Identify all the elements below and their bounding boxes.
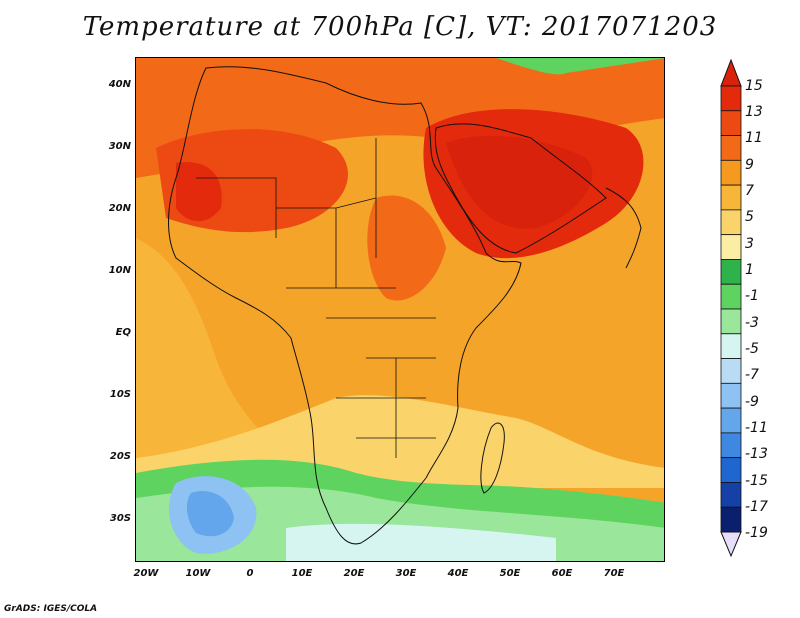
lat-label-30n: 30N (108, 141, 131, 152)
colorbar-cell (720, 184, 742, 211)
lat-label-40n: 40N (108, 79, 131, 90)
temperature-map (135, 57, 665, 562)
colorbar-label-neg19: -19 (745, 525, 768, 541)
madagascar (480, 422, 505, 494)
colorbar-label-3: 3 (745, 236, 754, 252)
lon-label-10w: 10W (185, 568, 211, 579)
lon-label-10e: 10E (291, 568, 313, 579)
colorbar-label-1: 1 (745, 262, 754, 278)
lat-label-20n: 20N (108, 203, 131, 214)
colorbar-cell (720, 135, 742, 161)
colorbar-cell (720, 333, 742, 359)
lat-label-30s: 30S (109, 513, 131, 524)
lon-label-0: 0 (246, 568, 254, 579)
colorbar-cell (720, 259, 742, 285)
africa-coastline (168, 66, 522, 545)
colorbar-cell (720, 382, 742, 409)
lon-label-40e: 40E (447, 568, 469, 579)
lat-label-20s: 20S (109, 451, 131, 462)
colorbar-label-7: 7 (745, 183, 754, 199)
colorbar-cell (720, 159, 742, 186)
lon-label-30e: 30E (395, 568, 417, 579)
colorbar-bottom-arrow (720, 531, 742, 558)
colorbar-cell (720, 308, 742, 335)
colorbar-label-neg9: -9 (745, 394, 759, 410)
colorbar-cell (720, 85, 742, 112)
colorbar-cell (720, 407, 742, 434)
lat-label-10s: 10S (109, 389, 131, 400)
country-borders (196, 138, 436, 458)
lat-label-eq: EQ (115, 327, 131, 338)
colorbar-cell (720, 457, 742, 483)
colorbar-label-5: 5 (745, 209, 754, 225)
field-arabia-inner (446, 135, 593, 229)
colorbar-label-neg11: -11 (745, 420, 768, 436)
field-mauritania (176, 162, 222, 222)
lat-label-10n: 10N (108, 265, 131, 276)
arabia-coastline (434, 123, 607, 254)
colorbar-label-neg1: -1 (745, 288, 759, 304)
colorbar-cell (720, 482, 742, 508)
field-east-africa (367, 195, 446, 301)
field-pale-south (286, 523, 556, 561)
footer-credit: GrADS: IGES/COLA (4, 604, 98, 614)
map-title: Temperature at 700hPa [C], VT: 201707120… (82, 12, 718, 42)
field-nw-green (496, 58, 664, 75)
lon-label-20e: 20E (343, 568, 365, 579)
colorbar-label-neg3: -3 (745, 315, 759, 331)
colorbar-label-9: 9 (745, 157, 754, 173)
colorbar-cell (720, 506, 742, 533)
colorbar-cell (720, 209, 742, 236)
india-coastline (605, 187, 642, 269)
colorbar-top-arrow (720, 58, 742, 87)
field-cold-core (186, 490, 234, 537)
colorbar-label-13: 13 (745, 104, 763, 120)
lon-label-50e: 50E (499, 568, 521, 579)
colorbar-label-neg15: -15 (745, 473, 768, 489)
colorbar-cell (720, 283, 742, 310)
colorbar-label-11: 11 (745, 130, 763, 146)
colorbar-cell (720, 432, 742, 459)
colorbar-label-15: 15 (745, 78, 763, 94)
colorbar-cell (720, 358, 742, 384)
lon-label-20w: 20W (133, 568, 159, 579)
colorbar-cell (720, 234, 742, 260)
field-west-ocean (136, 238, 316, 488)
colorbar-label-neg17: -17 (745, 499, 768, 515)
lon-label-70e: 70E (603, 568, 625, 579)
colorbar-label-neg5: -5 (745, 341, 759, 357)
colorbar-label-neg13: -13 (745, 446, 768, 462)
colorbar (720, 58, 742, 558)
colorbar-cell (720, 110, 742, 136)
colorbar-label-neg7: -7 (745, 367, 759, 383)
lon-label-60e: 60E (551, 568, 573, 579)
